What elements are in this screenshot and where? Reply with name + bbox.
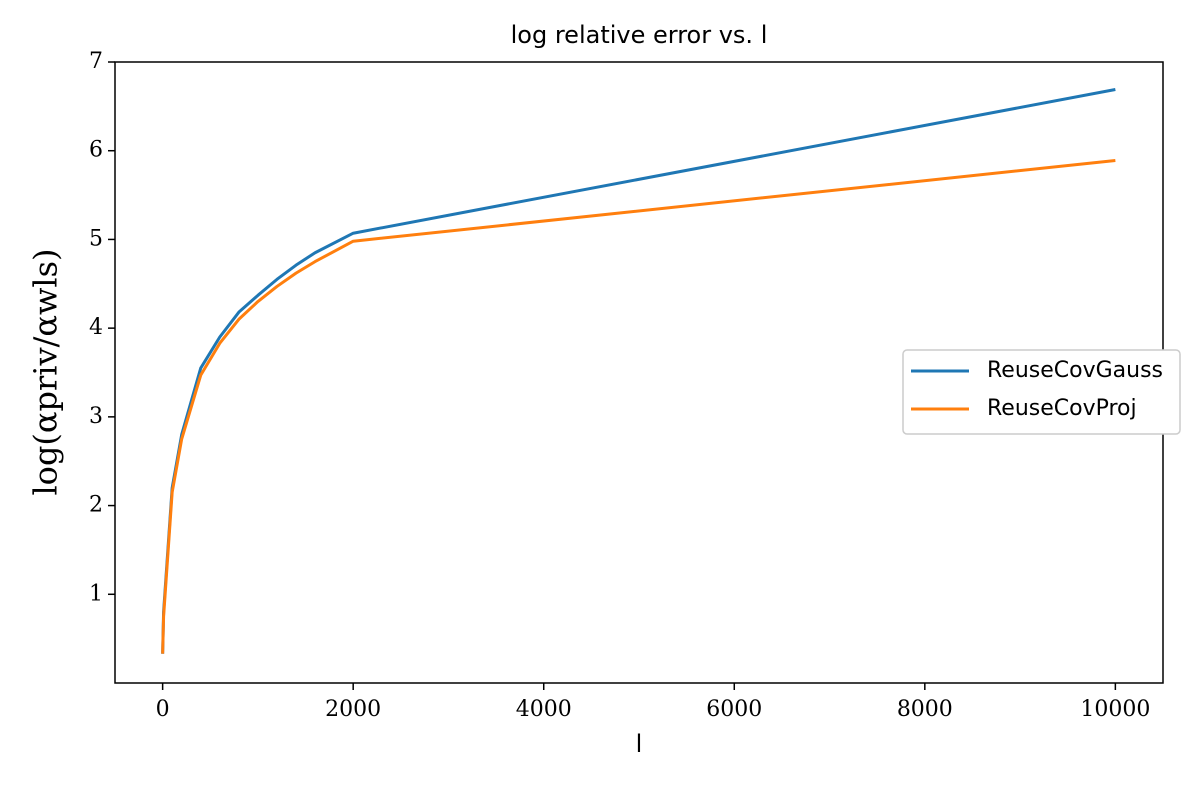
series-line (161, 158, 1116, 654)
y-tick-label: 1 (89, 581, 103, 606)
y-tick-label: 5 (89, 226, 103, 251)
x-tick-label: 4000 (516, 697, 572, 722)
y-tick-label: 3 (89, 404, 103, 429)
legend-box (902, 349, 1181, 435)
y-tick-label: 2 (89, 493, 103, 518)
x-tick-label: 6000 (706, 697, 762, 722)
x-tick-label: 2000 (325, 697, 381, 722)
x-tick-label: 0 (156, 697, 170, 722)
y-axis-label: log(αpriv/αwls) (27, 248, 65, 495)
x-tick-label: 10000 (1080, 697, 1150, 722)
y-tick-label: 4 (89, 315, 103, 340)
chart-title: log relative error vs. l (511, 21, 768, 49)
y-tick-label: 6 (89, 138, 103, 163)
y-tick-label: 7 (89, 49, 103, 74)
legend-label: ReuseCovProj (987, 396, 1137, 421)
legend-label: ReuseCovGauss (987, 358, 1163, 383)
x-axis-label: l (636, 730, 643, 758)
x-tick-label: 8000 (897, 697, 953, 722)
